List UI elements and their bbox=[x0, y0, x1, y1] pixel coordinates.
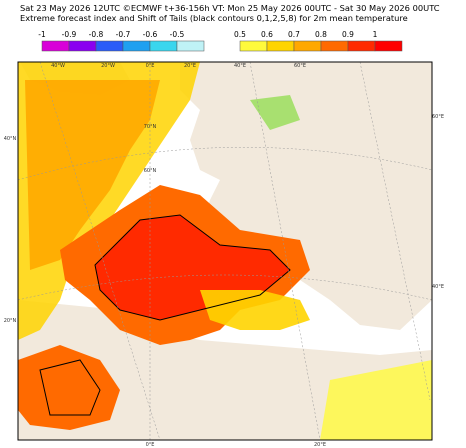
legend-swatch bbox=[266, 40, 295, 52]
map-label: 40°E bbox=[432, 284, 444, 290]
legend-swatch bbox=[320, 40, 349, 52]
map-label: 20°E bbox=[314, 442, 326, 448]
legend-swatch bbox=[347, 40, 376, 52]
legend-swatch bbox=[149, 40, 178, 52]
map-label: 40°E bbox=[234, 63, 246, 69]
map-label: 0°E bbox=[146, 442, 155, 448]
map-label: 20°N bbox=[4, 318, 17, 324]
map-label: 60°E bbox=[432, 114, 444, 120]
map-label: 70°N bbox=[144, 124, 157, 130]
map-label: 40°N bbox=[4, 136, 17, 142]
legend-label: 0.6 bbox=[261, 30, 273, 39]
legend-label: 1 bbox=[373, 30, 378, 39]
legend-swatch bbox=[95, 40, 124, 52]
legend-label: -0.6 bbox=[143, 30, 158, 39]
legend-swatch bbox=[374, 40, 403, 52]
map-label: 60°N bbox=[144, 168, 157, 174]
legend-label: -0.7 bbox=[116, 30, 131, 39]
legend-swatch bbox=[239, 40, 268, 52]
map-label: 60°E bbox=[294, 63, 306, 69]
legend-label: -0.8 bbox=[89, 30, 104, 39]
map-label: 20°E bbox=[184, 63, 196, 69]
legend-swatch bbox=[41, 40, 70, 52]
legend-label: -0.5 bbox=[170, 30, 185, 39]
map-label: 0°E bbox=[146, 63, 155, 69]
legend-label: -1 bbox=[38, 30, 46, 39]
map-label: 40°W bbox=[51, 63, 65, 69]
title-line: Sat 23 May 2026 12UTC ©ECMWF t+36-156h V… bbox=[20, 3, 440, 13]
legend: -1 -0.9 -0.8 -0.7 -0.6 -0.5 0.5 0.6 0.7 0.8 0.9 1 bbox=[38, 30, 403, 52]
legend-label: 0.7 bbox=[288, 30, 300, 39]
legend-swatch bbox=[293, 40, 322, 52]
legend-label: 0.9 bbox=[342, 30, 354, 39]
title-line: Extreme forecast index and Shift of Tail… bbox=[20, 13, 408, 23]
legend-swatch bbox=[122, 40, 151, 52]
map-label: 20°W bbox=[101, 63, 115, 69]
legend-label: -0.9 bbox=[62, 30, 77, 39]
legend-label: 0.8 bbox=[315, 30, 327, 39]
legend-swatch bbox=[176, 40, 205, 52]
legend-label: 0.5 bbox=[234, 30, 246, 39]
legend-swatch bbox=[68, 40, 97, 52]
